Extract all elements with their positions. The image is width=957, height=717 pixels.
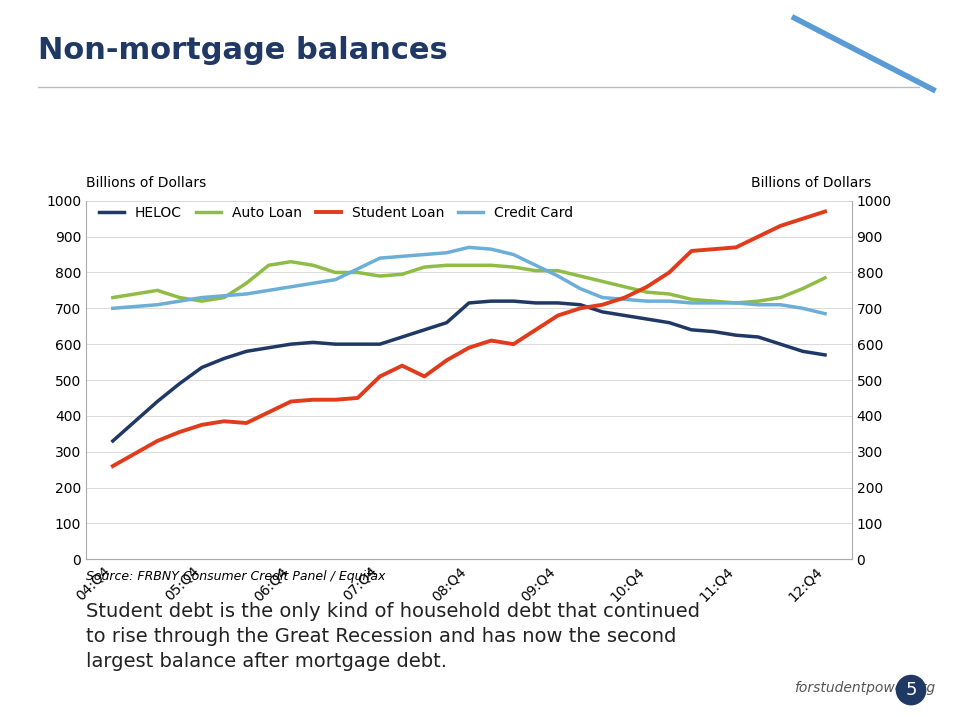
Text: Source: FRBNY Consumer Credit Panel / Equifax: Source: FRBNY Consumer Credit Panel / Eq… [86,570,386,583]
Text: Billions of Dollars: Billions of Dollars [750,176,871,190]
Text: Billions of Dollars: Billions of Dollars [86,176,207,190]
Text: Non-mortgage balances: Non-mortgage balances [38,36,448,65]
Text: Student debt is the only kind of household debt that continued
to rise through t: Student debt is the only kind of househo… [86,602,701,671]
Legend: HELOC, Auto Loan, Student Loan, Credit Card: HELOC, Auto Loan, Student Loan, Credit C… [93,201,579,226]
Text: 5: 5 [905,681,917,699]
Text: forstudentpower.org: forstudentpower.org [794,681,935,695]
